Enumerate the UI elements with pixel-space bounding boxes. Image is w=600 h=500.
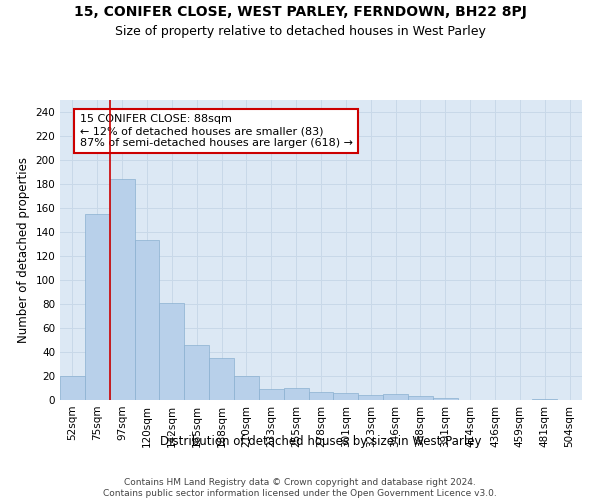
Bar [85, 214, 110, 400]
Text: 15 CONIFER CLOSE: 88sqm
← 12% of detached houses are smaller (83)
87% of semi-de: 15 CONIFER CLOSE: 88sqm ← 12% of detache… [80, 114, 353, 148]
Bar [259, 389, 284, 400]
Bar [284, 388, 308, 400]
Bar [433, 398, 458, 400]
Bar [160, 303, 184, 400]
Text: Size of property relative to detached houses in West Parley: Size of property relative to detached ho… [115, 25, 485, 38]
Bar [209, 358, 234, 400]
Text: Contains HM Land Registry data © Crown copyright and database right 2024.
Contai: Contains HM Land Registry data © Crown c… [103, 478, 497, 498]
Bar [134, 240, 160, 400]
Bar [408, 396, 433, 400]
Bar [234, 376, 259, 400]
Bar [184, 345, 209, 400]
Bar [358, 395, 383, 400]
Bar [308, 392, 334, 400]
Text: Distribution of detached houses by size in West Parley: Distribution of detached houses by size … [160, 435, 482, 448]
Y-axis label: Number of detached properties: Number of detached properties [17, 157, 30, 343]
Bar [383, 394, 408, 400]
Bar [334, 393, 358, 400]
Bar [532, 399, 557, 400]
Text: 15, CONIFER CLOSE, WEST PARLEY, FERNDOWN, BH22 8PJ: 15, CONIFER CLOSE, WEST PARLEY, FERNDOWN… [74, 5, 526, 19]
Bar [110, 179, 134, 400]
Bar [60, 376, 85, 400]
